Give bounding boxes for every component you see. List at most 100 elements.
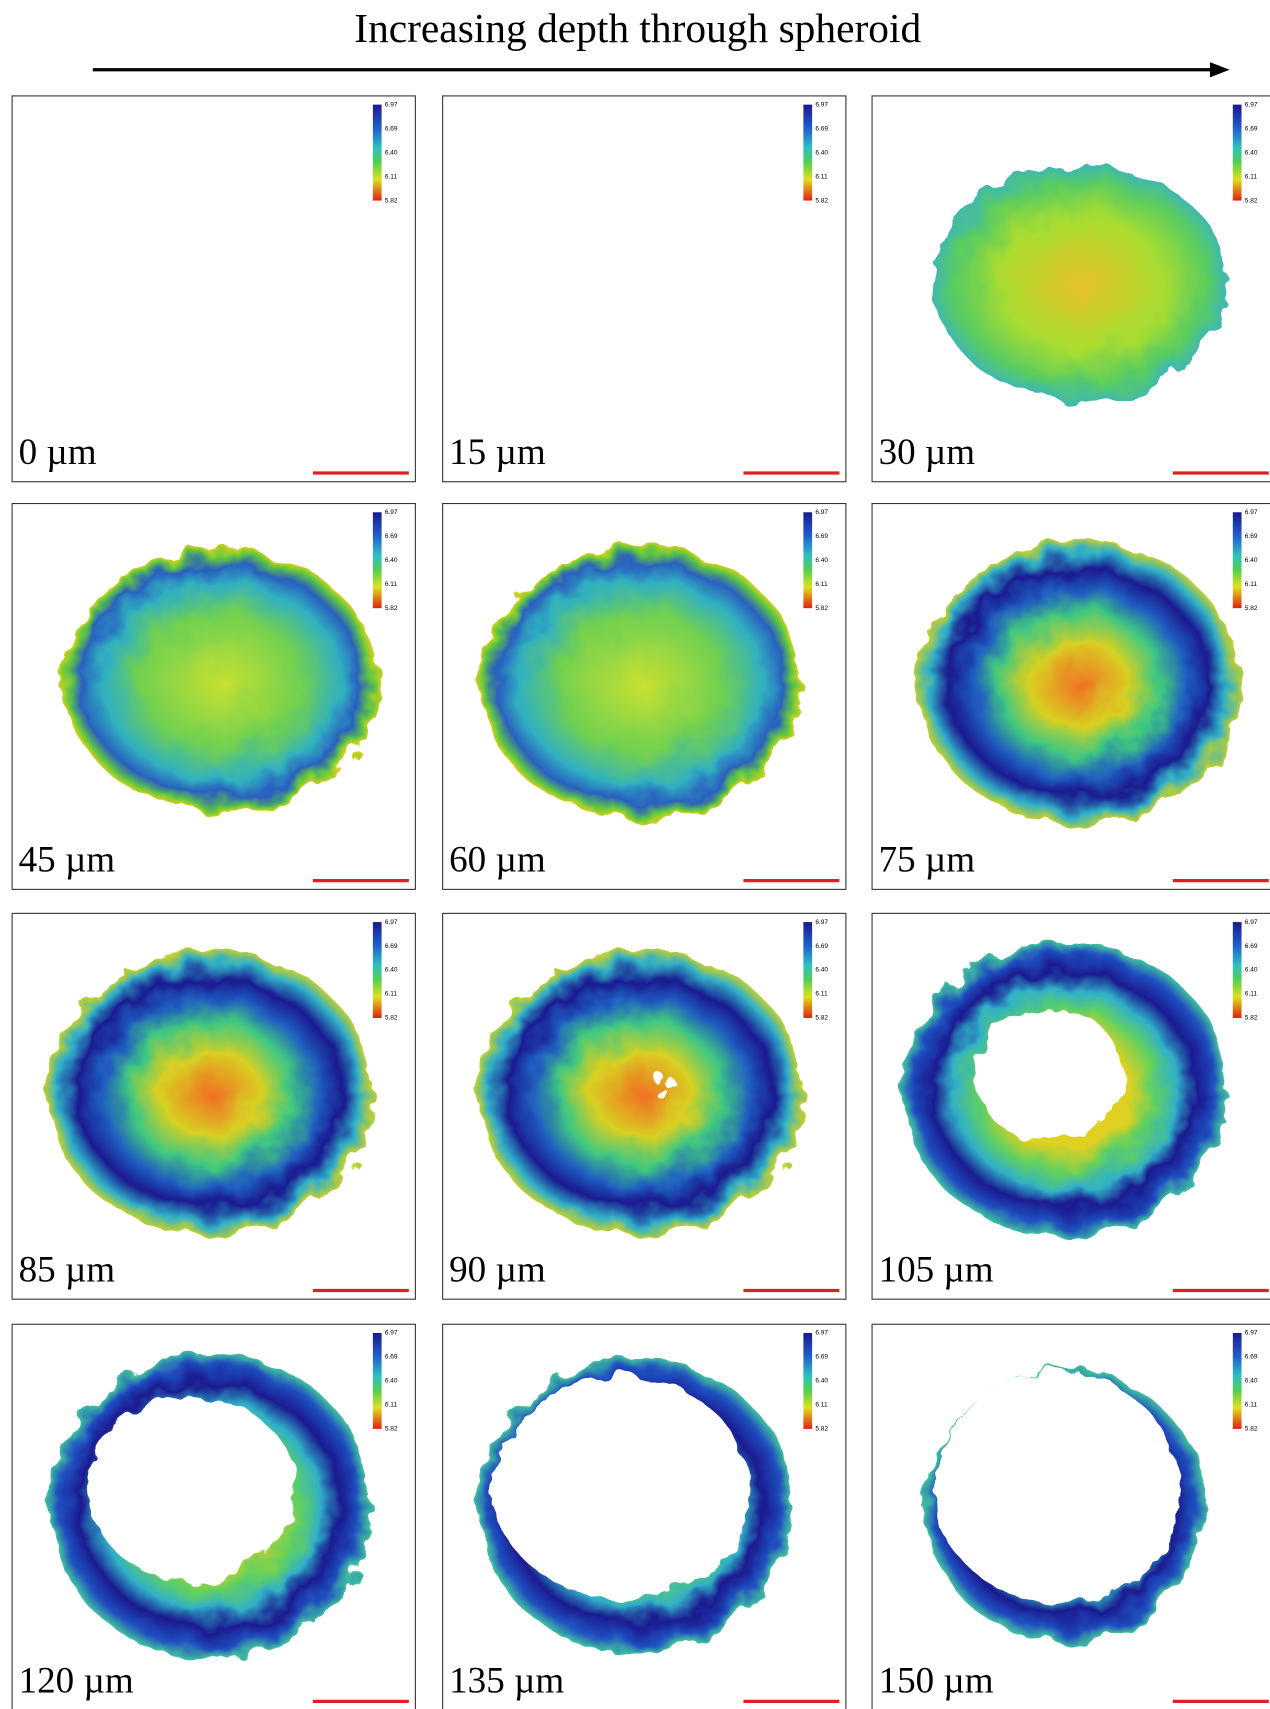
colorbar-label: 6.40 <box>1245 967 1258 974</box>
colorbar <box>372 512 382 609</box>
colorbar-label: 5.82 <box>385 605 398 612</box>
colorbar-label: 6.11 <box>385 991 398 998</box>
panel: 6.97 6.69 6.40 6.11 5.82 45 µm <box>11 502 416 890</box>
depth-label: 120 µm <box>19 1660 134 1701</box>
colorbar-label: 6.11 <box>815 991 828 998</box>
panel: 6.97 6.69 6.40 6.11 5.82 15 µm <box>442 95 847 483</box>
panel: 6.97 6.69 6.40 6.11 5.82 30 µm <box>871 95 1270 483</box>
colorbar-label: 6.97 <box>815 101 828 108</box>
colorbar-label: 6.40 <box>815 557 828 564</box>
depth-label: 0 µm <box>19 432 97 473</box>
spheroid <box>479 547 803 820</box>
depth-label: 75 µm <box>879 840 976 881</box>
colorbar-label: 6.40 <box>815 967 828 974</box>
colorbar-label: 6.69 <box>385 125 398 132</box>
panel: 6.97 6.69 6.40 6.11 5.82 0 µm <box>11 95 416 483</box>
colorbar-label: 5.82 <box>1245 1426 1258 1433</box>
depth-label: 85 µm <box>19 1250 116 1291</box>
colorbar-label: 6.97 <box>1245 1330 1258 1337</box>
panel-frame <box>11 95 416 483</box>
colorbar-label: 6.11 <box>815 581 828 588</box>
colorbar-label: 6.69 <box>815 125 828 132</box>
colorbar-label: 6.97 <box>385 101 398 108</box>
colorbar-label: 6.69 <box>1245 1354 1258 1361</box>
lumen <box>493 1376 749 1599</box>
colorbar-label: 6.40 <box>385 967 398 974</box>
colorbar-label: 6.97 <box>815 509 828 516</box>
colorbar <box>803 1332 813 1429</box>
colorbar-label: 6.69 <box>385 533 398 540</box>
colorbar <box>1232 1332 1242 1429</box>
colorbar-label: 6.40 <box>1245 1378 1258 1385</box>
colorbar-label: 6.11 <box>815 1402 828 1409</box>
figure-title: Increasing depth through spheroid <box>354 5 921 51</box>
colorbar <box>372 1332 382 1429</box>
panel: 6.97 6.69 6.40 6.11 5.82 90 µm <box>442 912 847 1300</box>
spheroid <box>934 165 1229 402</box>
colorbar-label: 6.69 <box>815 533 828 540</box>
colorbar <box>1232 104 1242 201</box>
colorbar <box>372 104 382 201</box>
colorbar-label: 6.40 <box>385 149 398 156</box>
colorbar-label: 6.97 <box>815 1330 828 1337</box>
colorbar-label: 6.97 <box>385 1330 398 1337</box>
heatmap <box>49 1353 372 1659</box>
spheroid <box>477 951 805 1235</box>
colorbar <box>803 512 813 609</box>
depth-label: 105 µm <box>879 1250 994 1291</box>
colorbar-label: 5.82 <box>1245 1015 1258 1022</box>
colorbar-label: 6.11 <box>1245 581 1258 588</box>
colorbar-label: 6.97 <box>1245 919 1258 926</box>
depth-label: 30 µm <box>879 432 976 473</box>
void <box>649 1069 661 1081</box>
colorbar-label: 6.97 <box>1245 101 1258 108</box>
colorbar-label: 6.11 <box>1245 1402 1258 1409</box>
colorbar-label: 5.82 <box>385 1015 398 1022</box>
colorbar-label: 6.11 <box>385 1402 398 1409</box>
spheroid <box>917 541 1241 826</box>
colorbar-label: 6.97 <box>385 509 398 516</box>
colorbar <box>803 104 813 201</box>
panel: 6.97 6.69 6.40 6.11 5.82 60 µm <box>442 502 847 890</box>
colorbar-label: 5.82 <box>815 1015 828 1022</box>
lumen <box>89 1397 297 1583</box>
panel-frame <box>442 95 847 483</box>
heatmap <box>901 942 1229 1238</box>
colorbar-label: 6.40 <box>815 149 828 156</box>
colorbar-label: 5.82 <box>815 197 828 204</box>
panel: 6.97 6.69 6.40 6.11 5.82 135 µm <box>442 1323 847 1709</box>
depth-label: 60 µm <box>449 840 546 881</box>
panel: 6.97 6.69 6.40 6.11 5.82 105 µm <box>871 912 1270 1300</box>
colorbar-label: 6.97 <box>385 919 398 926</box>
colorbar-label: 5.82 <box>815 1426 828 1433</box>
heatmap <box>46 951 374 1235</box>
panel: 6.97 6.69 6.40 6.11 5.82 150 µm <box>871 1323 1270 1709</box>
heatmap <box>477 951 805 1235</box>
spheroid <box>46 951 374 1235</box>
colorbar-label: 6.11 <box>1245 173 1258 180</box>
depth-label: 45 µm <box>19 840 116 881</box>
colorbar-label: 6.69 <box>385 943 398 950</box>
panel: 6.97 6.69 6.40 6.11 5.82 75 µm <box>871 502 1270 890</box>
colorbar <box>1232 512 1242 609</box>
heatmap <box>477 1359 794 1654</box>
colorbar-label: 6.69 <box>815 943 828 950</box>
colorbar-label: 6.97 <box>1245 509 1258 516</box>
arrow-head <box>1209 62 1230 78</box>
colorbar <box>803 922 813 1018</box>
heatmap <box>934 165 1229 402</box>
colorbar <box>1232 922 1242 1018</box>
colorbar-label: 6.11 <box>385 581 398 588</box>
colorbar-label: 6.69 <box>1245 125 1258 132</box>
colorbar-label: 5.82 <box>385 197 398 204</box>
depth-label: 15 µm <box>449 432 546 473</box>
colorbar-label: 6.69 <box>815 1354 828 1361</box>
colorbar-label: 6.11 <box>815 173 828 180</box>
colorbar-label: 6.40 <box>1245 149 1258 156</box>
colorbar-label: 6.69 <box>385 1354 398 1361</box>
colorbar-label: 6.40 <box>385 557 398 564</box>
colorbar <box>372 922 382 1018</box>
depth-label: 90 µm <box>449 1250 546 1291</box>
